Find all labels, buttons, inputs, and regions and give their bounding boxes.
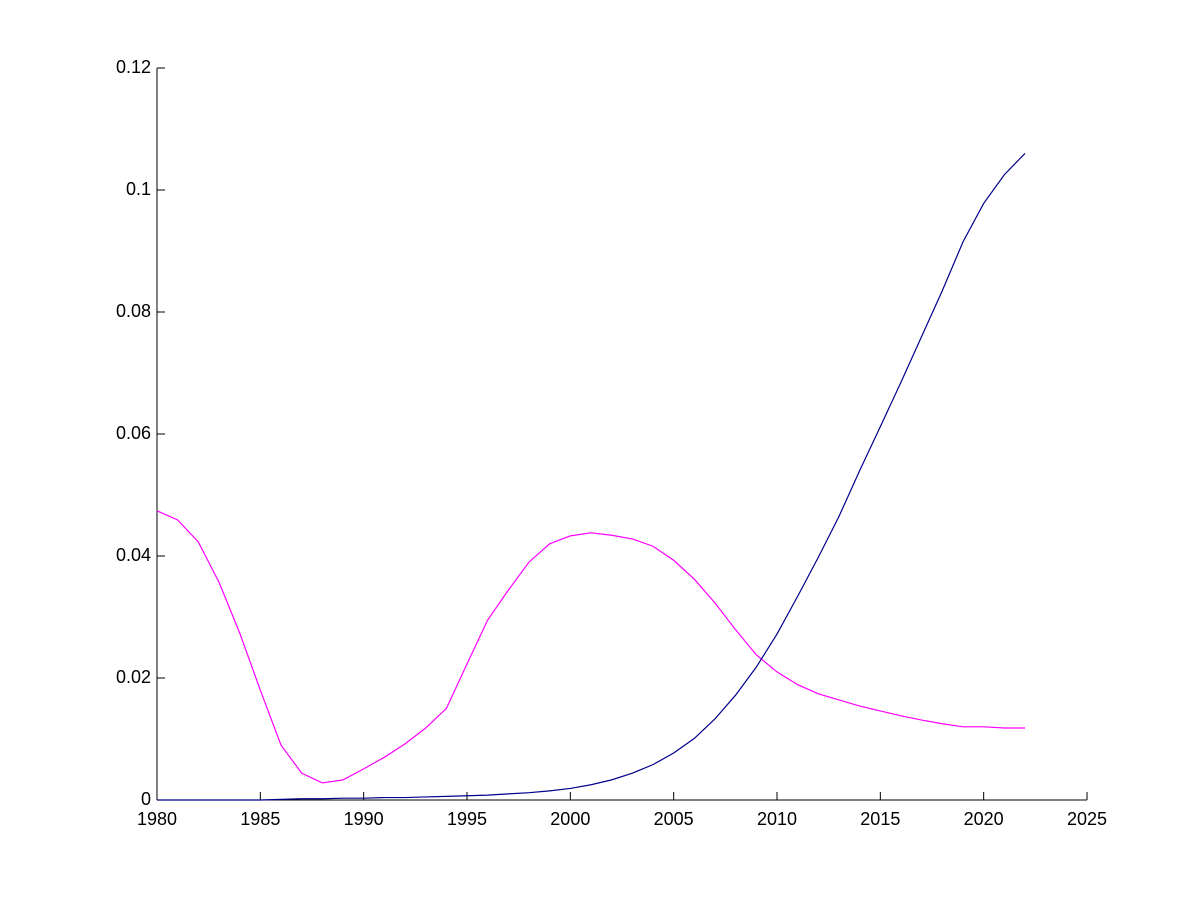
x-tick-label: 1980 — [137, 809, 177, 829]
y-tick-label: 0.06 — [116, 423, 151, 443]
y-tick-label: 0.12 — [116, 57, 151, 77]
y-tick-label: 0.1 — [126, 179, 151, 199]
x-tick-label: 2010 — [757, 809, 797, 829]
x-tick-label: 2025 — [1067, 809, 1107, 829]
series-line — [157, 152, 1026, 801]
x-tick-label: 2020 — [964, 809, 1004, 829]
x-tick-label: 2005 — [654, 809, 694, 829]
x-tick-label: 1995 — [447, 809, 487, 829]
y-tick-label: 0.08 — [116, 301, 151, 321]
y-tick-label: 0 — [141, 789, 151, 809]
y-tick-label: 0.04 — [116, 545, 151, 565]
y-tick-label: 0.02 — [116, 667, 151, 687]
x-tick-label: 2000 — [550, 809, 590, 829]
x-tick-label: 2015 — [860, 809, 900, 829]
x-tick-label: 1985 — [240, 809, 280, 829]
x-tick-label: 1990 — [344, 809, 384, 829]
series-line — [156, 510, 1025, 784]
